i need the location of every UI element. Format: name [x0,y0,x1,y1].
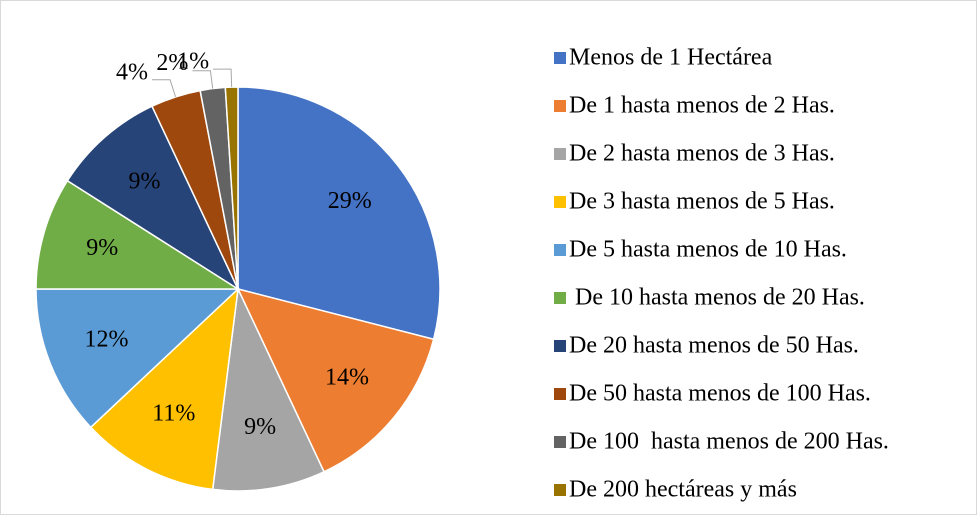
leader-line [213,68,233,88]
legend-swatch [554,484,566,496]
legend-label: De 200 hectáreas y más [569,477,797,503]
data-label: 9% [244,414,276,440]
legend-swatch [554,244,566,256]
leader-line [192,70,214,89]
legend-swatch [554,340,566,352]
data-label: 4% [116,59,148,85]
data-label: 11% [152,400,195,426]
legend-label: De 20 hasta menos de 50 Has. [569,333,859,359]
legend-label: De 100 hasta menos de 200 Has. [569,429,889,455]
legend-swatch [554,100,566,112]
legend-label: De 50 hasta menos de 100 Has. [569,381,871,407]
data-label: 12% [85,327,129,353]
pie-slice [66,105,240,292]
pie-slice [211,286,326,492]
pie-slice [236,287,435,473]
legend-label: De 2 hasta menos de 3 Has. [569,141,835,167]
pie-slice [35,179,241,290]
data-label: 2% [156,50,188,76]
legend-swatch [554,436,566,448]
legend-swatch [554,196,566,208]
legend-label: De 3 hasta menos de 5 Has. [569,189,835,215]
pie-slice [35,288,240,429]
legend-swatch [554,388,566,400]
data-label: 9% [128,168,160,194]
data-label: 9% [86,235,118,261]
legend-swatch [554,148,566,160]
leader-line [152,79,177,98]
data-label: 1% [177,49,209,75]
legend-label: De 1 hasta menos de 2 Has. [569,93,835,119]
data-label: 14% [325,365,369,391]
legend-swatch [554,52,566,64]
pie-slice [89,287,240,491]
data-label: 29% [328,188,372,214]
legend-label: Menos de 1 Hectárea [569,45,773,71]
legend-label: De 10 hasta menos de 20 Has. [569,285,865,311]
pie-slice [237,86,441,341]
legend-swatch [554,292,566,304]
legend-label: De 5 hasta menos de 10 Has. [569,237,847,263]
